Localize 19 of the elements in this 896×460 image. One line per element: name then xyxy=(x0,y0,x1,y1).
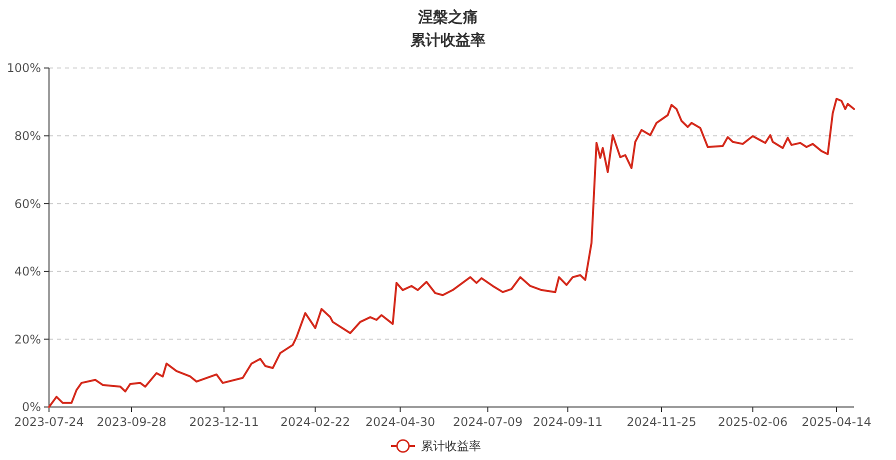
x-tick-label: 2023-12-11 xyxy=(189,415,259,429)
x-tick-label: 2024-04-30 xyxy=(365,415,436,429)
y-tick-label: 60% xyxy=(14,196,41,211)
y-tick-label: 0% xyxy=(22,400,41,414)
x-tick-label: 2024-07-09 xyxy=(452,415,523,429)
y-tick-label: 100% xyxy=(6,61,41,76)
chart-subtitle: 累计收益率 xyxy=(410,31,486,49)
y-tick-label: 80% xyxy=(14,129,41,143)
x-tick-label: 2023-07-24 xyxy=(14,415,84,429)
x-tick-label: 2024-02-22 xyxy=(280,415,350,429)
x-tick-label: 2025-04-14 xyxy=(802,415,872,429)
x-tick-label: 2025-02-06 xyxy=(718,415,788,429)
x-tick-label: 2024-09-11 xyxy=(532,415,603,429)
chart-title: 涅槃之痛 xyxy=(417,8,478,26)
x-tick-label: 2023-09-28 xyxy=(96,415,166,429)
y-tick-label: 40% xyxy=(14,264,41,279)
x-tick-label: 2024-11-25 xyxy=(626,415,696,429)
legend-label: 累计收益率 xyxy=(421,439,481,454)
y-tick-label: 20% xyxy=(14,332,41,346)
